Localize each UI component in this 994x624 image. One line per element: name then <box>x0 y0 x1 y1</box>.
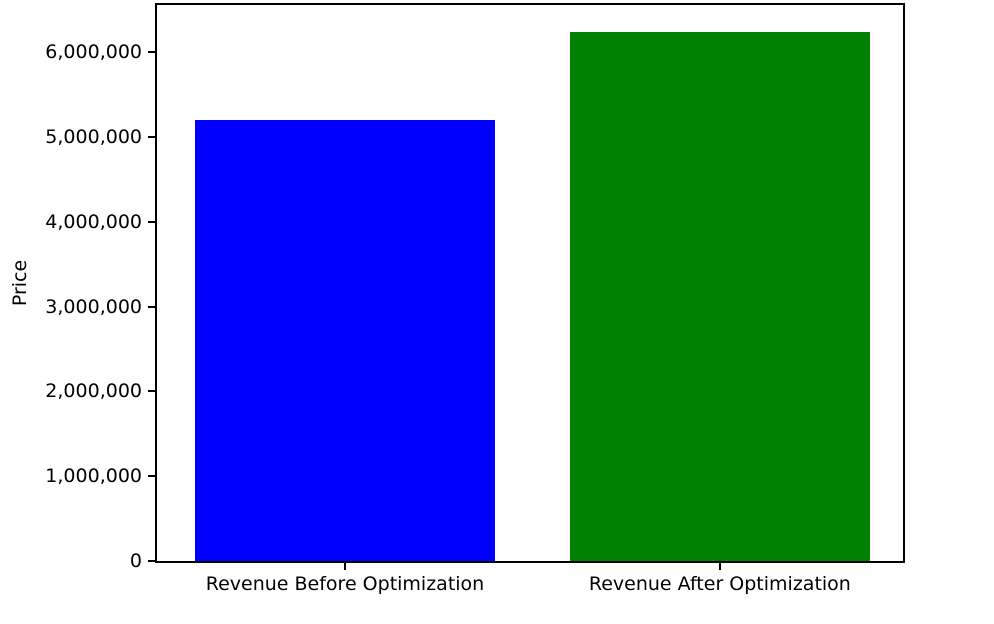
y-tick-mark <box>148 305 155 308</box>
y-tick-label: 5,000,000 <box>45 126 142 149</box>
x-tick-mark <box>343 563 346 570</box>
y-tick-mark <box>148 51 155 54</box>
y-tick-mark <box>148 136 155 139</box>
y-tick-mark <box>148 475 155 478</box>
y-tick-label: 4,000,000 <box>45 210 142 233</box>
bar <box>569 32 870 561</box>
y-tick-label: 2,000,000 <box>45 380 142 403</box>
bar <box>195 120 495 561</box>
y-tick-mark <box>148 220 155 223</box>
x-tick-label: Revenue Before Optimization <box>205 573 485 595</box>
y-tick-label: 1,000,000 <box>45 465 142 488</box>
y-tick-mark <box>148 560 155 562</box>
x-tick-mark <box>718 563 721 570</box>
x-tick-label: Revenue After Optimization <box>588 573 851 595</box>
y-tick-label: 6,000,000 <box>45 41 142 64</box>
y-tick-mark <box>148 390 155 393</box>
y-tick-label: 3,000,000 <box>45 295 142 318</box>
y-tick-label: 0 <box>129 550 142 572</box>
